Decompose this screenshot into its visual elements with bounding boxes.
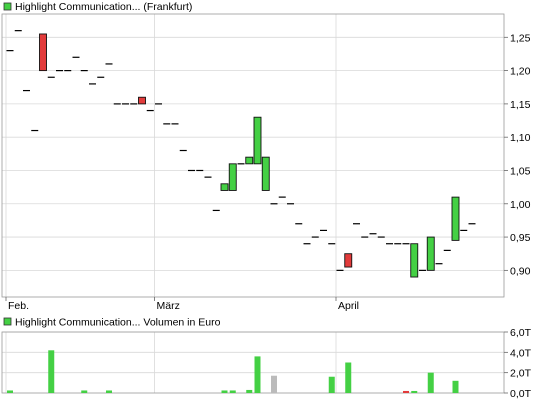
x-tick-label: April <box>338 300 359 312</box>
price-y-tick-label: 1,15 <box>510 99 531 111</box>
volume-legend-swatch <box>3 317 12 326</box>
volume-plot-frame <box>1 331 505 394</box>
volume-bar <box>229 390 236 393</box>
x-tick-label: März <box>157 300 180 312</box>
volume-bars <box>7 350 459 393</box>
price-candle-up <box>410 243 419 278</box>
price-candle-up <box>245 156 254 165</box>
price-candle-up <box>426 236 435 271</box>
price-y-tick-label: 1,00 <box>510 199 531 211</box>
volume-y-tick-label: 2,0T <box>510 368 532 380</box>
volume-y-axis: 0,0T 2,0T 4,0T 6,0T <box>504 327 532 400</box>
volume-bar <box>452 380 459 393</box>
price-y-tick-label: 0,90 <box>510 265 531 277</box>
volume-y-tick-label: 4,0T <box>510 347 532 359</box>
price-candle-up <box>220 183 229 191</box>
volume-bar <box>328 376 335 393</box>
price-y-tick-label: 1,25 <box>510 32 531 44</box>
x-tick-label: Feb. <box>8 300 29 312</box>
price-legend-swatch <box>3 2 12 11</box>
price-y-tick-label: 1,20 <box>510 66 531 78</box>
price-y-tick-label: 0,95 <box>510 232 531 244</box>
volume-y-tick-label: 0,0T <box>510 388 532 400</box>
volume-bar <box>81 390 88 393</box>
x-axis: Feb. März April <box>5 297 359 312</box>
volume-bar <box>106 390 112 393</box>
volume-y-tick-label: 6,0T <box>510 327 532 339</box>
price-y-axis: 0,90 0,95 1,00 1,05 1,10 1,15 1,20 1,25 <box>504 32 531 277</box>
price-candle-down <box>138 96 146 105</box>
price-candle-up <box>253 116 262 165</box>
price-candle-down <box>344 253 353 268</box>
volume-bar <box>345 362 352 393</box>
volume-bar <box>271 375 277 393</box>
volume-bar <box>7 390 13 393</box>
price-candle-up <box>228 163 237 191</box>
price-y-tick-label: 1,05 <box>510 165 531 177</box>
volume-bar <box>48 350 55 393</box>
volume-bar <box>254 356 261 393</box>
volume-legend-label: Highlight Communication... Volumen in Eu… <box>15 317 221 329</box>
price-candle-up <box>261 156 270 191</box>
price-candle-down <box>39 33 47 72</box>
volume-bar <box>246 389 253 393</box>
price-candle-up <box>451 196 460 241</box>
volume-bar <box>403 390 409 393</box>
volume-bar <box>221 390 228 393</box>
price-plot-frame <box>1 13 505 298</box>
price-y-tick-label: 1,10 <box>510 132 531 144</box>
price-candles <box>6 30 476 278</box>
volume-bar <box>427 372 434 393</box>
volume-bar <box>411 390 418 393</box>
price-legend-label: Highlight Communication... (Frankfurt) <box>15 1 192 13</box>
